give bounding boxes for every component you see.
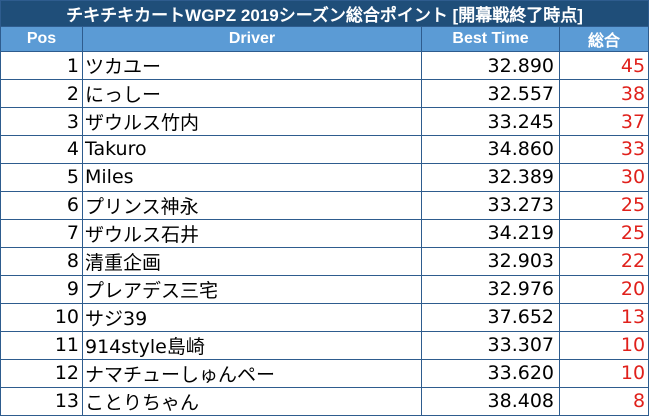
driver-cell: ツカユー (82, 51, 422, 80)
driver-cell: 914style島崎 (82, 330, 422, 360)
points-cell: 13 (558, 302, 650, 332)
pos-cell: 8 (0, 246, 83, 276)
pos-cell: 12 (0, 358, 83, 388)
driver-cell: にっしー (82, 79, 422, 108)
table-title: チキチキカートWGPZ 2019シーズン総合ポイント [開幕戦終了時点] (0, 0, 650, 27)
driver-cell: ザウルス石井 (82, 218, 422, 248)
column-header-pos: Pos (0, 26, 83, 52)
pos-cell: 6 (0, 190, 83, 220)
points-cell: 30 (558, 162, 650, 192)
best-time-cell: 33.620 (421, 358, 560, 388)
driver-cell: 清重企画 (82, 246, 422, 276)
table-row: 6 プリンス神永 33.273 25 (0, 190, 650, 220)
table-row: 7 ザウルス石井 34.219 25 (0, 218, 650, 248)
best-time-cell: 34.219 (421, 218, 560, 248)
table-row: 10 サジ39 37.652 13 (0, 302, 650, 332)
best-time-cell: 32.389 (421, 162, 560, 192)
column-header-best-time: Best Time (421, 26, 560, 52)
points-cell: 20 (558, 274, 650, 304)
table-row: 4 Takuro 34.860 33 (0, 135, 650, 164)
table-row: 13 ことりちゃん 38.408 8 (0, 386, 650, 416)
best-time-cell: 33.245 (421, 107, 560, 136)
points-cell: 10 (558, 330, 650, 360)
points-cell: 33 (558, 135, 650, 164)
column-header-row: Pos Driver Best Time 総合 (0, 26, 650, 52)
pos-cell: 9 (0, 274, 83, 304)
column-header-driver: Driver (82, 26, 422, 52)
table-row: 1 ツカユー 32.890 45 (0, 51, 650, 80)
best-time-cell: 33.307 (421, 330, 560, 360)
driver-cell: プレアデス三宅 (82, 274, 422, 304)
points-cell: 25 (558, 190, 650, 220)
points-cell: 25 (558, 218, 650, 248)
best-time-cell: 32.903 (421, 246, 560, 276)
best-time-cell: 32.557 (421, 79, 560, 108)
driver-cell: Miles (82, 162, 422, 192)
pos-cell: 11 (0, 330, 83, 360)
points-cell: 22 (558, 246, 650, 276)
driver-cell: ザウルス竹内 (82, 107, 422, 136)
driver-cell: Takuro (82, 135, 422, 164)
driver-cell: ことりちゃん (82, 386, 422, 416)
best-time-cell: 32.890 (421, 51, 560, 80)
points-cell: 45 (558, 51, 650, 80)
column-header-points: 総合 (558, 26, 650, 52)
driver-cell: プリンス神永 (82, 190, 422, 220)
table-row: 2 にっしー 32.557 38 (0, 79, 650, 108)
pos-cell: 3 (0, 107, 83, 136)
pos-cell: 5 (0, 162, 83, 192)
points-cell: 8 (558, 386, 650, 416)
best-time-cell: 33.273 (421, 190, 560, 220)
title-row: チキチキカートWGPZ 2019シーズン総合ポイント [開幕戦終了時点] (0, 0, 650, 27)
best-time-cell: 37.652 (421, 302, 560, 332)
points-cell: 38 (558, 79, 650, 108)
table-row: 3 ザウルス竹内 33.245 37 (0, 107, 650, 136)
table-row: 8 清重企画 32.903 22 (0, 246, 650, 276)
driver-cell: ナマチューしゅんペー (82, 358, 422, 388)
pos-cell: 4 (0, 135, 83, 164)
pos-cell: 13 (0, 386, 83, 416)
best-time-cell: 34.860 (421, 135, 560, 164)
driver-cell: サジ39 (82, 302, 422, 332)
points-cell: 10 (558, 358, 650, 388)
table-row: 9 プレアデス三宅 32.976 20 (0, 274, 650, 304)
best-time-cell: 32.976 (421, 274, 560, 304)
best-time-cell: 38.408 (421, 386, 560, 416)
table-row: 5 Miles 32.389 30 (0, 162, 650, 192)
pos-cell: 2 (0, 79, 83, 108)
pos-cell: 7 (0, 218, 83, 248)
table-row: 12 ナマチューしゅんペー 33.620 10 (0, 358, 650, 388)
pos-cell: 10 (0, 302, 83, 332)
points-cell: 37 (558, 107, 650, 136)
pos-cell: 1 (0, 51, 83, 80)
table-row: 11 914style島崎 33.307 10 (0, 330, 650, 360)
